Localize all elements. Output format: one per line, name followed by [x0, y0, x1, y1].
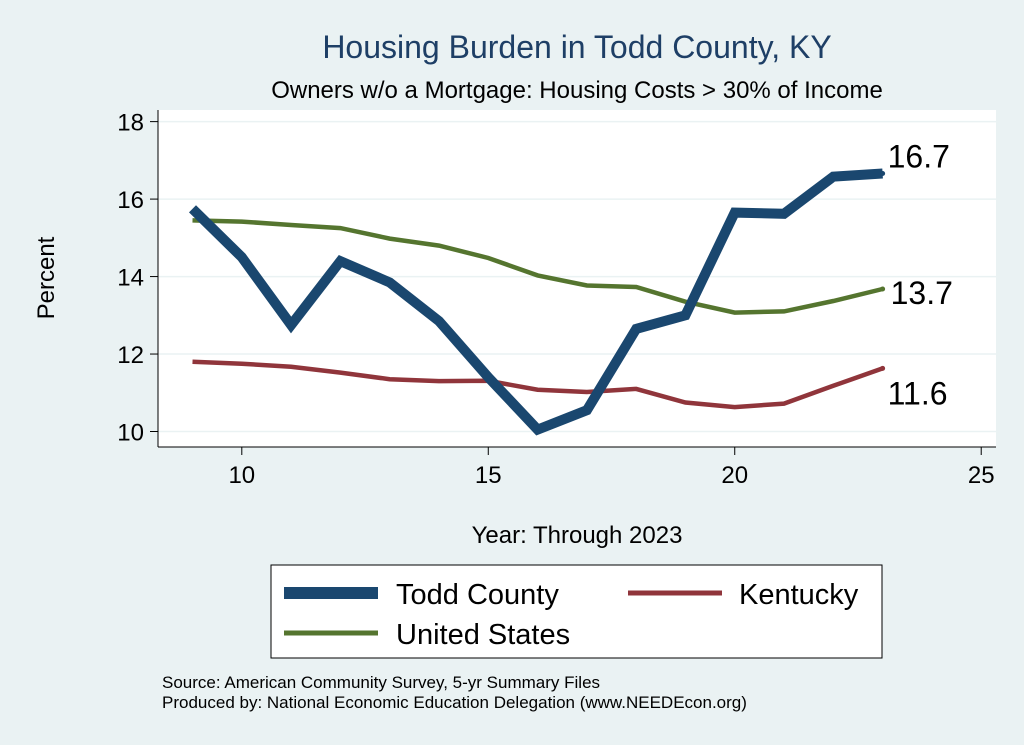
series-line-todd-county [188, 168, 883, 436]
x-axis-title: Year: Through 2023 [472, 522, 683, 549]
legend-box [270, 564, 883, 659]
end-marker-todd-county [880, 171, 886, 177]
x-tick-label: 15 [475, 462, 502, 489]
x-tick-label: 25 [968, 462, 995, 489]
y-tick-label: 12 [117, 342, 144, 369]
x-tick-label: 10 [228, 462, 255, 489]
y-tick-label: 16 [117, 187, 144, 214]
legend-label-todd-county: Todd County [396, 579, 559, 611]
y-tick-label: 10 [117, 420, 144, 447]
series-line-kentucky [192, 359, 884, 410]
end-label-kentucky: 11.6 [888, 375, 948, 411]
end-marker-kentucky [880, 365, 886, 371]
x-tick-label: 20 [721, 462, 748, 489]
axes: 10 12 14 16 18 10 15 20 25 [117, 110, 996, 489]
end-label-todd-county: 16.7 [888, 139, 950, 175]
y-tick-label: 18 [117, 110, 144, 137]
series-lines [188, 168, 884, 436]
source-line-2: Produced by: National Economic Education… [162, 693, 747, 712]
gridlines [158, 120, 996, 433]
chart-title: Housing Burden in Todd County, KY [322, 29, 831, 65]
chart-subtitle: Owners w/o a Mortgage: Housing Costs > 3… [271, 77, 883, 104]
end-label-united-states: 13.7 [891, 275, 953, 311]
plot-area [158, 110, 996, 447]
end-labels: 16.7 11.6 13.7 [880, 139, 953, 411]
legend: Todd County Kentucky United States [270, 564, 883, 659]
legend-label-kentucky: Kentucky [739, 579, 859, 611]
source-line-1: Source: American Community Survey, 5-yr … [162, 673, 600, 692]
legend-label-united-states: United States [396, 619, 570, 651]
y-axis-title: Percent [33, 236, 60, 319]
end-marker-united-states [880, 286, 886, 292]
series-line-united-states [192, 218, 884, 315]
y-tick-label: 14 [117, 265, 144, 292]
